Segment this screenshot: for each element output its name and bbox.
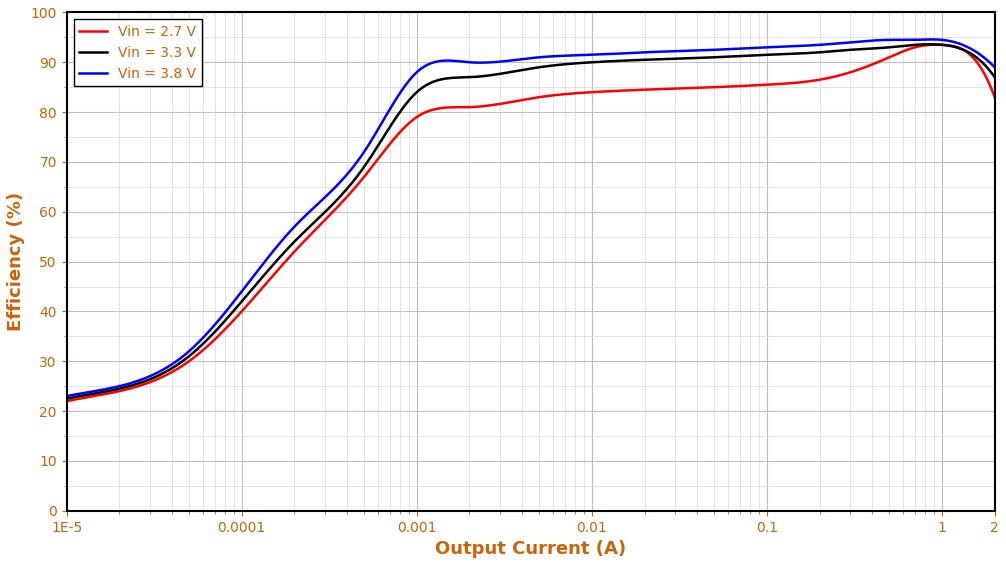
Vin = 3.8 V: [785, 43, 797, 50]
Line: Vin = 3.3 V: Vin = 3.3 V: [66, 44, 995, 399]
Vin = 2.7 V: [698, 84, 710, 91]
Y-axis label: Efficiency (%): Efficiency (%): [7, 192, 25, 331]
Legend: Vin = 2.7 V, Vin = 3.3 V, Vin = 3.8 V: Vin = 2.7 V, Vin = 3.3 V, Vin = 3.8 V: [73, 19, 201, 86]
Vin = 3.8 V: [698, 47, 710, 54]
Vin = 3.3 V: [60, 396, 72, 402]
Vin = 3.8 V: [801, 42, 813, 49]
Vin = 3.3 V: [470, 73, 482, 80]
Vin = 3.8 V: [989, 64, 1001, 71]
Vin = 3.8 V: [436, 58, 448, 64]
X-axis label: Output Current (A): Output Current (A): [435, 540, 626, 558]
Line: Vin = 3.8 V: Vin = 3.8 V: [66, 40, 995, 396]
Vin = 2.7 V: [785, 80, 797, 86]
Vin = 2.7 V: [801, 78, 813, 85]
Vin = 2.7 V: [436, 105, 448, 111]
Vin = 3.3 V: [785, 50, 797, 57]
Vin = 3.8 V: [927, 36, 939, 43]
Vin = 2.7 V: [470, 103, 482, 110]
Vin = 3.3 V: [155, 371, 167, 377]
Vin = 2.7 V: [989, 94, 1001, 101]
Vin = 2.7 V: [155, 374, 167, 381]
Vin = 3.8 V: [155, 367, 167, 374]
Vin = 3.3 V: [801, 50, 813, 57]
Vin = 3.3 V: [436, 76, 448, 82]
Vin = 3.8 V: [60, 393, 72, 399]
Vin = 3.3 V: [989, 74, 1001, 81]
Vin = 3.8 V: [470, 59, 482, 66]
Vin = 3.3 V: [923, 41, 935, 47]
Vin = 2.7 V: [60, 398, 72, 405]
Line: Vin = 2.7 V: Vin = 2.7 V: [66, 45, 995, 401]
Vin = 2.7 V: [931, 41, 943, 48]
Vin = 3.3 V: [698, 54, 710, 61]
